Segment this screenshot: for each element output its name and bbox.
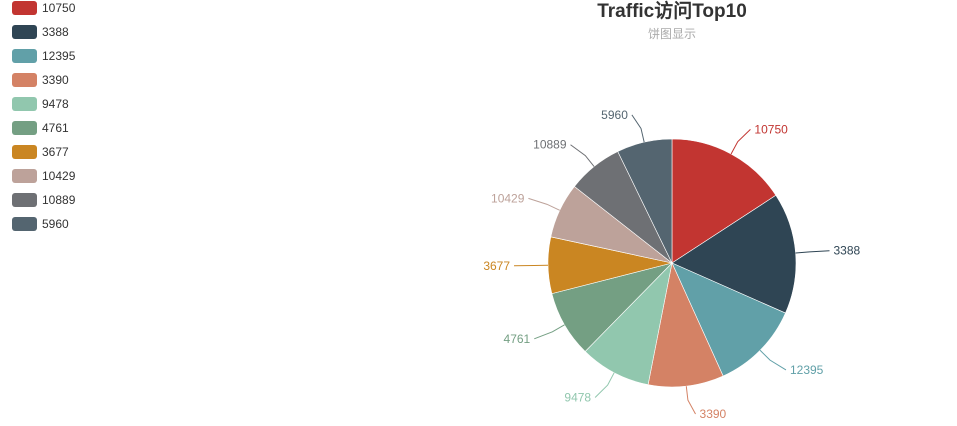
- slice-label: 5960: [601, 108, 628, 122]
- legend-label: 3390: [42, 73, 69, 87]
- chart-title: Traffic访问Top10: [597, 1, 747, 22]
- slice-label: 12395: [790, 363, 824, 377]
- legend-label: 3388: [42, 25, 69, 39]
- chart-subtitle: 饼图显示: [647, 27, 696, 41]
- label-leader-line: [534, 324, 565, 340]
- legend-label: 10429: [42, 169, 76, 183]
- legend-item[interactable]: 3677: [12, 140, 75, 164]
- legend-item[interactable]: 10429: [12, 164, 75, 188]
- pie-slice[interactable]: [671, 138, 777, 264]
- legend-label: 10750: [42, 1, 76, 15]
- slice-label: 10889: [533, 138, 567, 152]
- pie-slice[interactable]: [671, 194, 797, 314]
- legend-label: 10889: [42, 193, 76, 207]
- slice-label: 10750: [754, 122, 788, 136]
- slice-label: 9478: [564, 390, 591, 404]
- slice-label: 10429: [491, 191, 525, 205]
- label-leader-line: [631, 114, 645, 143]
- slice-label: 4761: [504, 332, 531, 346]
- label-leader-line: [795, 250, 830, 254]
- legend-item[interactable]: 12395: [12, 44, 75, 68]
- pie-slice[interactable]: [617, 138, 673, 264]
- pie-slice[interactable]: [647, 262, 724, 388]
- label-leader-line: [685, 386, 696, 415]
- legend-item[interactable]: 4761: [12, 116, 75, 140]
- legend-swatch: [12, 73, 37, 87]
- legend-item[interactable]: 10889: [12, 188, 75, 212]
- legend-item[interactable]: 3390: [12, 68, 75, 92]
- legend-swatch: [12, 145, 37, 159]
- legend-label: 12395: [42, 49, 76, 63]
- legend-swatch: [12, 97, 37, 111]
- legend-item[interactable]: 9478: [12, 92, 75, 116]
- legend-swatch: [12, 49, 37, 63]
- label-leader-line: [730, 129, 751, 155]
- legend-swatch: [12, 25, 37, 39]
- legend-item[interactable]: 3388: [12, 20, 75, 44]
- label-leader-line: [528, 197, 560, 211]
- slice-label: 3388: [834, 244, 861, 258]
- legend-swatch: [12, 121, 37, 135]
- legend-label: 3677: [42, 145, 69, 159]
- slice-label: 3677: [483, 259, 510, 273]
- pie-slice[interactable]: [671, 262, 786, 377]
- label-leader-line: [514, 264, 549, 267]
- label-leader-line: [594, 372, 615, 398]
- legend-swatch: [12, 169, 37, 183]
- legend-swatch: [12, 217, 37, 231]
- legend-item[interactable]: 10750: [12, 0, 75, 20]
- slice-label: 3390: [700, 407, 727, 421]
- legend-swatch: [12, 193, 37, 207]
- legend-swatch: [12, 1, 37, 15]
- legend-label: 5960: [42, 217, 69, 231]
- legend-label: 4761: [42, 121, 69, 135]
- label-leader-line: [570, 144, 595, 167]
- legend: 10750 3388 12395 3390 9478 4761 3677 10429 10889…: [12, 0, 75, 236]
- label-leader-line: [759, 349, 787, 371]
- legend-label: 9478: [42, 97, 69, 111]
- legend-item[interactable]: 5960: [12, 212, 75, 236]
